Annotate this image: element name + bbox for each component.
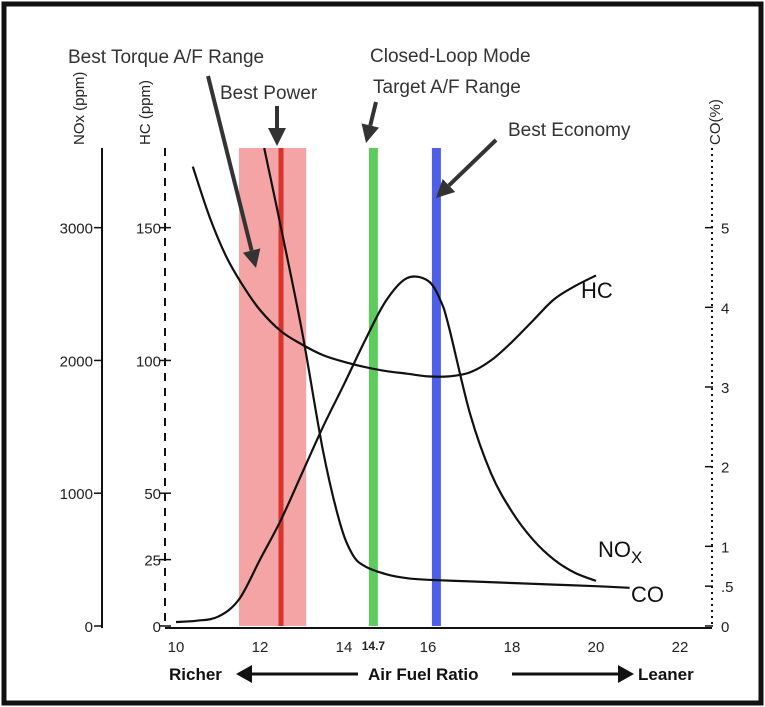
best-power-arrow-head — [268, 128, 286, 146]
co-curve — [263, 147, 630, 589]
co-curve-label: CO — [631, 582, 664, 607]
co-tick-label: 2 — [721, 460, 729, 477]
x-axis-title: Air Fuel Ratio — [368, 665, 479, 684]
hc-tick-label: 100 — [136, 353, 161, 370]
nox-tick-label: 2000 — [60, 353, 93, 370]
closed-loop-label-line1: Closed-Loop Mode — [370, 46, 531, 67]
best-torque-arrow-shaft — [206, 75, 254, 252]
best-economy-arrow — [436, 138, 498, 198]
co-tick-label: .5 — [721, 579, 734, 596]
x-tick-label: 22 — [672, 639, 689, 656]
closed-loop-arrow — [361, 101, 380, 143]
best-torque-arrow-head — [242, 248, 261, 268]
richer-arrow-head — [236, 665, 252, 683]
x-tick-label: 12 — [252, 639, 269, 656]
best-power-arrow — [268, 106, 286, 146]
nox-tick-label: 0 — [85, 619, 93, 636]
best-economy-arrow-head — [436, 179, 456, 198]
closed-loop-arrow-head — [361, 123, 380, 143]
hc-curve-label: HC — [581, 278, 613, 303]
hc-tick-label: 150 — [136, 221, 161, 238]
x-tick-label: 14 — [336, 639, 353, 656]
co-axis-label: CO(%) — [707, 99, 724, 145]
nox-tick-label: 3000 — [60, 221, 93, 238]
co-tick-label: 4 — [721, 300, 729, 317]
co-tick-label: 1 — [721, 539, 729, 556]
best-power-label: Best Power — [220, 83, 318, 104]
hc-tick-label: 0 — [153, 619, 161, 636]
best-economy-line — [431, 148, 441, 626]
hc-curve — [191, 166, 597, 378]
leaner-arrow-head — [618, 665, 634, 683]
closed-loop-label-line2: Target A/F Range — [373, 77, 521, 98]
hc-tick-label: 25 — [144, 553, 161, 570]
nox-axis-label: NOx (ppm) — [71, 72, 88, 145]
curve-layer — [175, 75, 630, 624]
nox-tick-label: 1000 — [60, 486, 93, 503]
hc-axis-label: HC (ppm) — [137, 80, 154, 145]
richer-label: Richer — [169, 665, 222, 684]
hc-tick-label: 50 — [144, 486, 161, 503]
closed-loop-arrow-shaft — [368, 101, 378, 126]
x-tick-label: 10 — [168, 639, 185, 656]
co-tick-label: 3 — [721, 380, 729, 397]
closed-loop-line — [368, 148, 378, 626]
best-torque-band — [239, 148, 307, 626]
best-torque-arrow — [206, 75, 261, 268]
nox-curve-label: NOX — [598, 537, 642, 567]
band-layer — [239, 148, 441, 626]
co-tick-label: 0 — [721, 619, 729, 636]
best-economy-label: Best Economy — [508, 120, 631, 141]
nox-curve — [175, 275, 597, 624]
x-tick-label: 18 — [504, 639, 521, 656]
best-power-line — [278, 148, 284, 626]
co-tick-label: 5 — [721, 221, 729, 238]
best-torque-label: Best Torque A/F Range — [68, 47, 264, 68]
leaner-label: Leaner — [638, 665, 694, 684]
best-economy-arrow-shaft — [447, 138, 498, 187]
x-tick-label: 16 — [420, 639, 437, 656]
x-tick-label: 20 — [588, 639, 605, 656]
label-layer: Best Torque A/F Range Best Power Closed-… — [68, 46, 724, 684]
x-tick-label-14-7: 14.7 — [362, 639, 386, 653]
